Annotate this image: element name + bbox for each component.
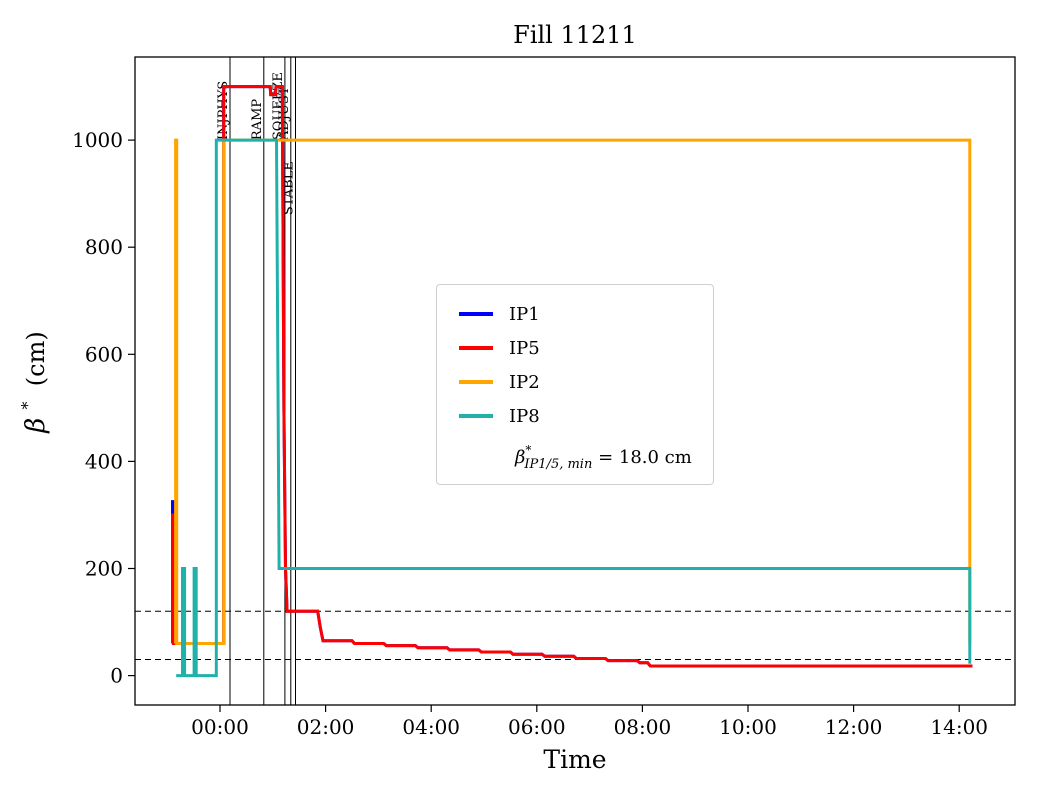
x-tick-label: 04:00 [402, 715, 460, 739]
legend-item-ip5: IP5 [459, 331, 703, 365]
series-ip5 [171, 85, 973, 668]
legend-label-ip5: IP5 [509, 337, 540, 359]
y-axis-label-beta: β [21, 418, 51, 434]
legend-swatch-ip1 [459, 312, 493, 316]
x-tick-label: 08:00 [614, 715, 672, 739]
legend-label-ip2: IP2 [509, 371, 540, 393]
legend-item-ip8: IP8 [459, 399, 703, 433]
formula-beta: β [515, 447, 526, 468]
legend-swatch-ip8 [459, 414, 493, 418]
y-axis-label-unit: (cm) [22, 331, 50, 386]
y-tick-label: 200 [85, 557, 123, 581]
mode-label-ramp: RAMP [250, 99, 265, 140]
legend-swatch-ip5 [459, 346, 493, 350]
formula-star: * [525, 443, 532, 457]
mode-label-stable: STABLE [282, 161, 297, 215]
x-tick-label: 02:00 [297, 715, 355, 739]
x-axis-label: Time [543, 745, 606, 774]
x-tick-label: 10:00 [719, 715, 777, 739]
chart-title: Fill 11211 [513, 21, 637, 49]
y-tick-label: 1000 [72, 128, 123, 152]
y-tick-label: 800 [85, 235, 123, 259]
legend-swatch-ip2 [459, 380, 493, 384]
x-tick-label: 06:00 [508, 715, 566, 739]
legend-label-ip1: IP1 [509, 303, 540, 325]
series-ip8 [176, 138, 972, 678]
formula-subscript: IP1/5, min [524, 457, 593, 472]
legend-item-ip2: IP2 [459, 365, 703, 399]
x-tick-label: 14:00 [930, 715, 988, 739]
formula-value: = 18.0 cm [592, 447, 692, 468]
y-tick-label: 0 [110, 664, 123, 688]
legend-item-ip1: IP1 [459, 297, 703, 331]
y-axis-label: β * (cm) [10, 331, 51, 434]
x-tick-label: 00:00 [191, 715, 249, 739]
legend-label-ip8: IP8 [509, 405, 540, 427]
legend: IP1 IP5 IP2 IP8 β*IP1/5, min = 18.0 cm [436, 284, 714, 485]
y-tick-label: 400 [85, 449, 123, 473]
y-axis-label-sup: * [18, 401, 37, 409]
legend-formula: β*IP1/5, min = 18.0 cm [515, 443, 703, 472]
y-tick-label: 600 [85, 342, 123, 366]
axes-border [134, 56, 1016, 706]
series-ip2 [174, 138, 972, 645]
mode-label-adjust: ADJUST [277, 86, 292, 141]
x-tick-label: 12:00 [825, 715, 883, 739]
